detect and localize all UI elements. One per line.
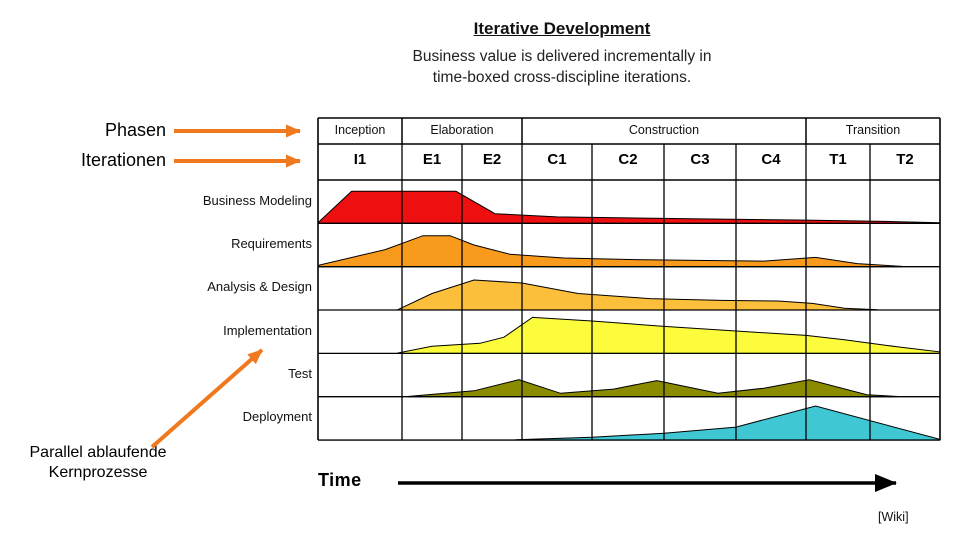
hump-requirements bbox=[317, 235, 902, 268]
diagram-title: Iterative Development bbox=[473, 19, 651, 38]
label-iterationen: Iterationen bbox=[80, 150, 166, 170]
hump-implementation bbox=[397, 316, 941, 354]
hump-test bbox=[407, 379, 899, 398]
hump-business-modeling bbox=[317, 190, 941, 224]
kernprozesse-arrow bbox=[150, 348, 264, 449]
subtitle-line-1: Business value is delivered incrementall… bbox=[412, 48, 712, 65]
label-parallel-kernprozesse: Parallel ablaufende Kernprozesse bbox=[0, 443, 196, 483]
hump-analysis-design bbox=[397, 279, 878, 311]
parallel-line-2: Kernprozesse bbox=[48, 464, 148, 481]
label-phasen: Phasen bbox=[104, 120, 166, 140]
subtitle-line-2: time-boxed cross-discipline iterations. bbox=[432, 69, 692, 86]
diagram-subtitle: Business value is delivered incrementall… bbox=[212, 46, 912, 88]
hump-deployment bbox=[515, 405, 941, 441]
parallel-line-1: Parallel ablaufende bbox=[29, 444, 167, 461]
credit-wiki: [Wiki] bbox=[878, 510, 909, 524]
time-label: Time bbox=[318, 470, 362, 490]
